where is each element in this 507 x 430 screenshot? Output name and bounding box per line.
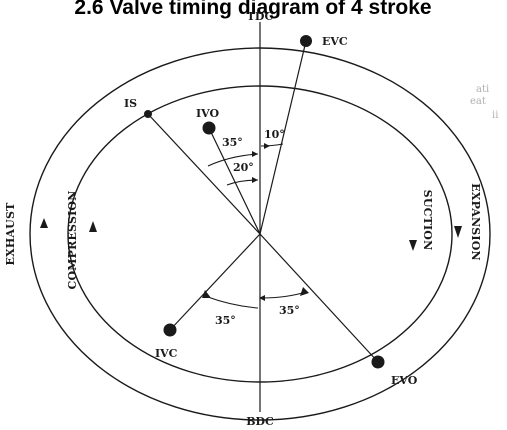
evc-point [300, 35, 312, 47]
is-arc-arrow [252, 177, 258, 183]
is-point [144, 110, 152, 118]
bdc-label: BDC [246, 415, 274, 428]
ivc-point [163, 323, 177, 337]
is-line [147, 113, 261, 235]
evo-arc-arrow [300, 287, 309, 296]
evc-angle-label: 10° [264, 128, 285, 141]
tdc-label: TDC [247, 10, 274, 23]
suction-label: SUCTION [421, 190, 434, 251]
evc-arc-arrow [264, 143, 270, 149]
compression-label: COMPRESSION [66, 191, 79, 290]
compression-arrow [89, 221, 97, 232]
ivc-arc-arrow [202, 290, 211, 298]
evc-angle-arc [260, 143, 284, 147]
ivc-angle-label: 35° [215, 314, 236, 327]
ivc-line [169, 233, 261, 331]
expansion-label: EXPANSION [469, 183, 482, 261]
ivc-angle-arc [204, 295, 259, 309]
ivo-line [208, 127, 261, 235]
bdc-arc-arrow [259, 295, 265, 301]
evo-point [371, 355, 385, 369]
evo-label: EVO [391, 374, 418, 387]
evo-angle-arc [261, 291, 307, 299]
evc-line [259, 40, 307, 235]
evo-line [259, 233, 379, 363]
diagram-title: 2.6 Valve timing diagram of 4 stroke [74, 0, 431, 19]
faint-text-1: ati [476, 84, 489, 95]
ivo-point [202, 121, 216, 135]
ivo-angle-label: 35° [222, 136, 243, 149]
faint-text-3: ii [492, 110, 498, 121]
exhaust-arrow [40, 218, 48, 228]
expansion-arrow [454, 226, 462, 238]
exhaust-label: EXHAUST [4, 202, 17, 266]
faint-text-2: eat [470, 96, 486, 107]
is-angle-label: 20° [233, 161, 254, 174]
is-label: IS [124, 97, 137, 110]
ivo-label: IVO [196, 107, 219, 120]
ivc-label: IVC [155, 347, 178, 360]
evc-label: EVC [322, 35, 348, 48]
ivo-arc-arrow [252, 151, 258, 157]
evo-angle-label: 35° [279, 304, 300, 317]
suction-arrow [409, 240, 417, 251]
